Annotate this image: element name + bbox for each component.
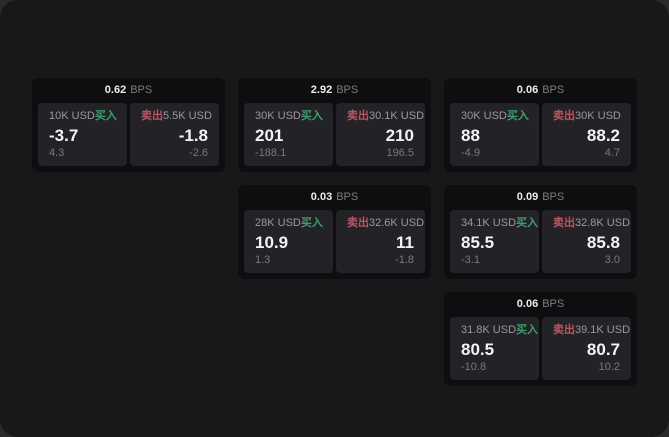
bps-unit-label: BPS xyxy=(336,191,359,203)
sell-side-label: 卖出 xyxy=(553,324,575,336)
buy-panel[interactable]: 10K USD 买入 -3.7 4.3 xyxy=(38,103,127,166)
bps-unit-label: BPS xyxy=(542,191,565,203)
buy-price: 85.5 xyxy=(461,232,495,252)
quote-card[interactable]: 0.06 BPS 31.8K USD 买入 80.5 -10.8 卖出 39.1… xyxy=(444,292,637,386)
buy-panel[interactable]: 31.8K USD 买入 80.5 -10.8 xyxy=(450,317,539,380)
sell-amount: 30.1K USD xyxy=(369,110,425,122)
buy-change: 4.3 xyxy=(49,147,65,159)
buy-price: -3.7 xyxy=(49,125,79,145)
card-header: 0.06 BPS xyxy=(444,292,637,317)
buy-side-label: 买入 xyxy=(516,324,539,336)
sell-change: 196.5 xyxy=(386,147,414,159)
sell-side-label: 卖出 xyxy=(141,110,163,122)
sell-change: 3.0 xyxy=(604,254,620,266)
sell-side-label: 卖出 xyxy=(553,217,575,229)
sell-panel[interactable]: 卖出 32.8K USD 85.8 3.0 xyxy=(542,210,631,273)
sell-amount: 30K USD xyxy=(575,110,621,122)
sell-change: 4.7 xyxy=(604,147,620,159)
bps-unit-label: BPS xyxy=(336,84,359,96)
buy-amount: 30K USD xyxy=(461,110,507,122)
sell-panel[interactable]: 卖出 30K USD 88.2 4.7 xyxy=(542,103,631,166)
bps-unit-label: BPS xyxy=(542,84,565,96)
buy-amount: 28K USD xyxy=(255,217,301,229)
buy-side-label: 买入 xyxy=(94,110,117,122)
card-header: 0.62 BPS xyxy=(32,78,225,103)
sell-price: 88.2 xyxy=(586,125,620,145)
card-header: 0.09 BPS xyxy=(444,185,637,210)
buy-side-label: 买入 xyxy=(506,110,529,122)
sell-price: 85.8 xyxy=(586,232,620,252)
bps-value: 2.92 xyxy=(310,84,333,96)
buy-amount: 34.1K USD xyxy=(461,217,517,229)
bps-value: 0.06 xyxy=(516,298,539,310)
quote-card[interactable]: 0.09 BPS 34.1K USD 买入 85.5 -3.1 卖出 32.8K… xyxy=(444,185,637,279)
buy-side-label: 买入 xyxy=(516,217,539,229)
sell-side-label: 卖出 xyxy=(347,217,369,229)
bps-unit-label: BPS xyxy=(542,298,565,310)
buy-side-label: 买入 xyxy=(300,217,323,229)
sell-panel[interactable]: 卖出 32.6K USD 11 -1.8 xyxy=(336,210,425,273)
sell-price: 80.7 xyxy=(586,339,620,359)
buy-price: 88 xyxy=(461,125,480,145)
buy-amount: 10K USD xyxy=(49,110,95,122)
sell-price: 11 xyxy=(396,232,414,252)
sell-price: -1.8 xyxy=(178,125,208,145)
buy-price: 80.5 xyxy=(461,339,495,359)
card-header: 2.92 BPS xyxy=(238,78,431,103)
buy-amount: 31.8K USD xyxy=(461,324,517,336)
quote-panels: 28K USD 买入 10.9 1.3 卖出 32.6K USD 11 -1.8 xyxy=(238,210,431,279)
buy-change: -188.1 xyxy=(255,147,287,159)
sell-amount: 32.6K USD xyxy=(369,217,425,229)
quote-cards-grid: 0.62 BPS 10K USD 买入 -3.7 4.3 卖出 5.5K USD… xyxy=(32,78,637,386)
buy-panel[interactable]: 28K USD 买入 10.9 1.3 xyxy=(244,210,333,273)
sell-panel[interactable]: 卖出 5.5K USD -1.8 -2.6 xyxy=(130,103,219,166)
sell-side-label: 卖出 xyxy=(347,110,369,122)
sell-amount: 39.1K USD xyxy=(575,324,631,336)
quote-panels: 30K USD 买入 88 -4.9 卖出 30K USD 88.2 4.7 xyxy=(444,103,637,172)
buy-price: 201 xyxy=(255,125,284,145)
card-header: 0.03 BPS xyxy=(238,185,431,210)
bps-value: 0.06 xyxy=(516,84,539,96)
buy-panel[interactable]: 30K USD 买入 201 -188.1 xyxy=(244,103,333,166)
sell-side-label: 卖出 xyxy=(553,110,575,122)
quote-panels: 30K USD 买入 201 -188.1 卖出 30.1K USD 210 1… xyxy=(238,103,431,172)
buy-change: 1.3 xyxy=(255,254,271,266)
card-header: 0.06 BPS xyxy=(444,78,637,103)
buy-change: -3.1 xyxy=(461,254,480,266)
buy-amount: 30K USD xyxy=(255,110,301,122)
sell-change: 10.2 xyxy=(598,361,620,373)
bps-value: 0.03 xyxy=(310,191,333,203)
quote-panels: 31.8K USD 买入 80.5 -10.8 卖出 39.1K USD 80.… xyxy=(444,317,637,386)
buy-change: -4.9 xyxy=(461,147,480,159)
quote-panels: 10K USD 买入 -3.7 4.3 卖出 5.5K USD -1.8 -2.… xyxy=(32,103,225,172)
quote-card[interactable]: 0.62 BPS 10K USD 买入 -3.7 4.3 卖出 5.5K USD… xyxy=(32,78,225,172)
quote-card[interactable]: 0.03 BPS 28K USD 买入 10.9 1.3 卖出 32.6K US… xyxy=(238,185,431,279)
sell-change: -2.6 xyxy=(189,147,208,159)
sell-panel[interactable]: 卖出 30.1K USD 210 196.5 xyxy=(336,103,425,166)
bps-value: 0.62 xyxy=(104,84,127,96)
quote-card[interactable]: 0.06 BPS 30K USD 买入 88 -4.9 卖出 30K USD 8… xyxy=(444,78,637,172)
quote-panels: 34.1K USD 买入 85.5 -3.1 卖出 32.8K USD 85.8… xyxy=(444,210,637,279)
sell-panel[interactable]: 卖出 39.1K USD 80.7 10.2 xyxy=(542,317,631,380)
sell-amount: 5.5K USD xyxy=(163,110,212,122)
buy-panel[interactable]: 30K USD 买入 88 -4.9 xyxy=(450,103,539,166)
buy-side-label: 买入 xyxy=(300,110,323,122)
sell-price: 210 xyxy=(385,125,414,145)
bps-value: 0.09 xyxy=(516,191,539,203)
buy-panel[interactable]: 34.1K USD 买入 85.5 -3.1 xyxy=(450,210,539,273)
buy-change: -10.8 xyxy=(461,361,487,373)
sell-amount: 32.8K USD xyxy=(575,217,631,229)
buy-price: 10.9 xyxy=(255,232,289,252)
sell-change: -1.8 xyxy=(395,254,414,266)
bps-unit-label: BPS xyxy=(130,84,153,96)
quote-card[interactable]: 2.92 BPS 30K USD 买入 201 -188.1 卖出 30.1K … xyxy=(238,78,431,172)
